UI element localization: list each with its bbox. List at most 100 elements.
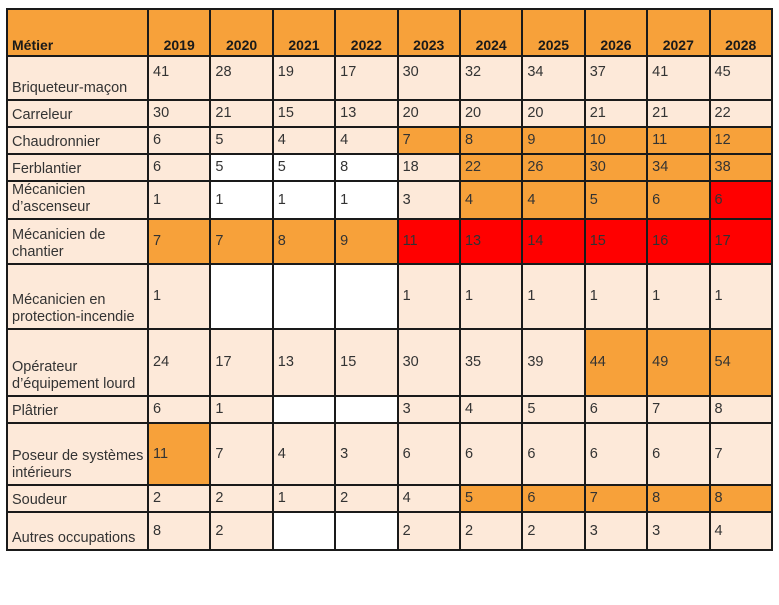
- value-cell: 5: [209, 153, 274, 182]
- header-year: 2026: [583, 8, 649, 57]
- value-cell: 4: [521, 180, 586, 220]
- value-cell: 3: [334, 422, 399, 486]
- table-row: Poseur de systèmes intérieurs 11 7 4 3 6 6 6 6 6 7: [6, 422, 773, 486]
- value-cell: 5: [583, 180, 649, 220]
- header-year: 2027: [646, 8, 711, 57]
- value-cell: 1: [271, 180, 337, 220]
- value-cell: 44: [583, 328, 649, 397]
- table-row: Soudeur 2 2 1 2 4 5 6 7 8 8: [6, 484, 773, 513]
- value-cell: 17: [209, 328, 274, 397]
- value-cell: 1: [334, 180, 399, 220]
- value-cell: 22: [708, 99, 773, 128]
- value-cell: 14: [521, 218, 586, 265]
- table-row: Ferblantier 6 5 5 8 18 22 26 30 34 38: [6, 153, 773, 182]
- shortage-table: Métier 2019 2020 2021 2022 2023 2024 202…: [6, 8, 773, 551]
- value-cell: [271, 395, 337, 424]
- header-year: 2025: [521, 8, 586, 57]
- value-cell: 49: [646, 328, 711, 397]
- value-cell: 10: [583, 126, 649, 155]
- value-cell: 13: [334, 99, 399, 128]
- value-cell: 26: [521, 153, 586, 182]
- value-cell: 22: [458, 153, 524, 182]
- table-row: Briqueteur-maçon 41 28 19 17 30 32 34 37 41 45: [6, 55, 773, 101]
- value-cell: 3: [646, 511, 711, 551]
- table-row: Mécanicien d’ascenseur 1 1 1 1 3 4 4 5 6 6: [6, 180, 773, 220]
- value-cell: 6: [146, 395, 212, 424]
- table-row: Mécanicien de chantier 7 7 8 9 11 13 14 15 16 17: [6, 218, 773, 265]
- value-cell: 6: [646, 422, 711, 486]
- value-cell: 7: [396, 126, 461, 155]
- value-cell: 1: [458, 263, 524, 330]
- value-cell: [334, 395, 399, 424]
- value-cell: 24: [146, 328, 212, 397]
- header-year: 2028: [708, 8, 773, 57]
- value-cell: 6: [396, 422, 461, 486]
- value-cell: 1: [271, 484, 337, 513]
- row-label: Ferblantier: [6, 153, 149, 182]
- header-year: 2020: [209, 8, 274, 57]
- value-cell: 7: [583, 484, 649, 513]
- value-cell: 45: [708, 55, 773, 101]
- value-cell: 2: [396, 511, 461, 551]
- value-cell: 8: [334, 153, 399, 182]
- value-cell: 4: [334, 126, 399, 155]
- value-cell: 6: [646, 180, 711, 220]
- value-cell: 30: [396, 55, 461, 101]
- value-cell: 4: [708, 511, 773, 551]
- value-cell: 6: [521, 484, 586, 513]
- row-label: Chaudronnier: [6, 126, 149, 155]
- header-year: 2021: [271, 8, 337, 57]
- value-cell: 7: [209, 422, 274, 486]
- table-body: Briqueteur-maçon 41 28 19 17 30 32 34 37 41 45 Carr…: [6, 55, 773, 551]
- table-row: Carreleur 30 21 15 13 20 20 20 21 21 22: [6, 99, 773, 128]
- value-cell: 5: [458, 484, 524, 513]
- value-cell: [334, 263, 399, 330]
- value-cell: 13: [458, 218, 524, 265]
- value-cell: 7: [146, 218, 212, 265]
- value-cell: 35: [458, 328, 524, 397]
- value-cell: 15: [334, 328, 399, 397]
- value-cell: 1: [209, 395, 274, 424]
- value-cell: 18: [396, 153, 461, 182]
- value-cell: 1: [146, 180, 212, 220]
- value-cell: [334, 511, 399, 551]
- table-row: Chaudronnier 6 5 4 4 7 8 9 10 11 12: [6, 126, 773, 155]
- value-cell: 8: [271, 218, 337, 265]
- header-year: 2023: [396, 8, 461, 57]
- value-cell: 21: [209, 99, 274, 128]
- value-cell: 28: [209, 55, 274, 101]
- value-cell: 5: [271, 153, 337, 182]
- value-cell: 30: [583, 153, 649, 182]
- value-cell: 6: [583, 395, 649, 424]
- value-cell: 8: [146, 511, 212, 551]
- value-cell: 8: [458, 126, 524, 155]
- value-cell: 1: [396, 263, 461, 330]
- row-label: Soudeur: [6, 484, 149, 513]
- value-cell: 1: [146, 263, 212, 330]
- value-cell: 21: [583, 99, 649, 128]
- value-cell: 19: [271, 55, 337, 101]
- value-cell: 4: [271, 126, 337, 155]
- header-year: 2022: [334, 8, 399, 57]
- value-cell: 20: [458, 99, 524, 128]
- row-label: Poseur de systèmes intérieurs: [6, 422, 149, 486]
- value-cell: 1: [209, 180, 274, 220]
- value-cell: 32: [458, 55, 524, 101]
- value-cell: [271, 511, 337, 551]
- value-cell: 20: [396, 99, 461, 128]
- value-cell: 11: [646, 126, 711, 155]
- value-cell: 6: [583, 422, 649, 486]
- table-row: Mécanicien en protection-incendie 1 1 1 1 1 1 1: [6, 263, 773, 330]
- value-cell: 3: [396, 395, 461, 424]
- value-cell: 3: [396, 180, 461, 220]
- value-cell: 5: [209, 126, 274, 155]
- value-cell: 16: [646, 218, 711, 265]
- value-cell: 7: [708, 422, 773, 486]
- row-label: Opérateur d’équipement lourd: [6, 328, 149, 397]
- value-cell: 11: [396, 218, 461, 265]
- value-cell: [209, 263, 274, 330]
- row-label: Mécanicien d’ascenseur: [6, 180, 149, 220]
- value-cell: 1: [583, 263, 649, 330]
- value-cell: 34: [646, 153, 711, 182]
- header-metier: Métier: [6, 8, 149, 57]
